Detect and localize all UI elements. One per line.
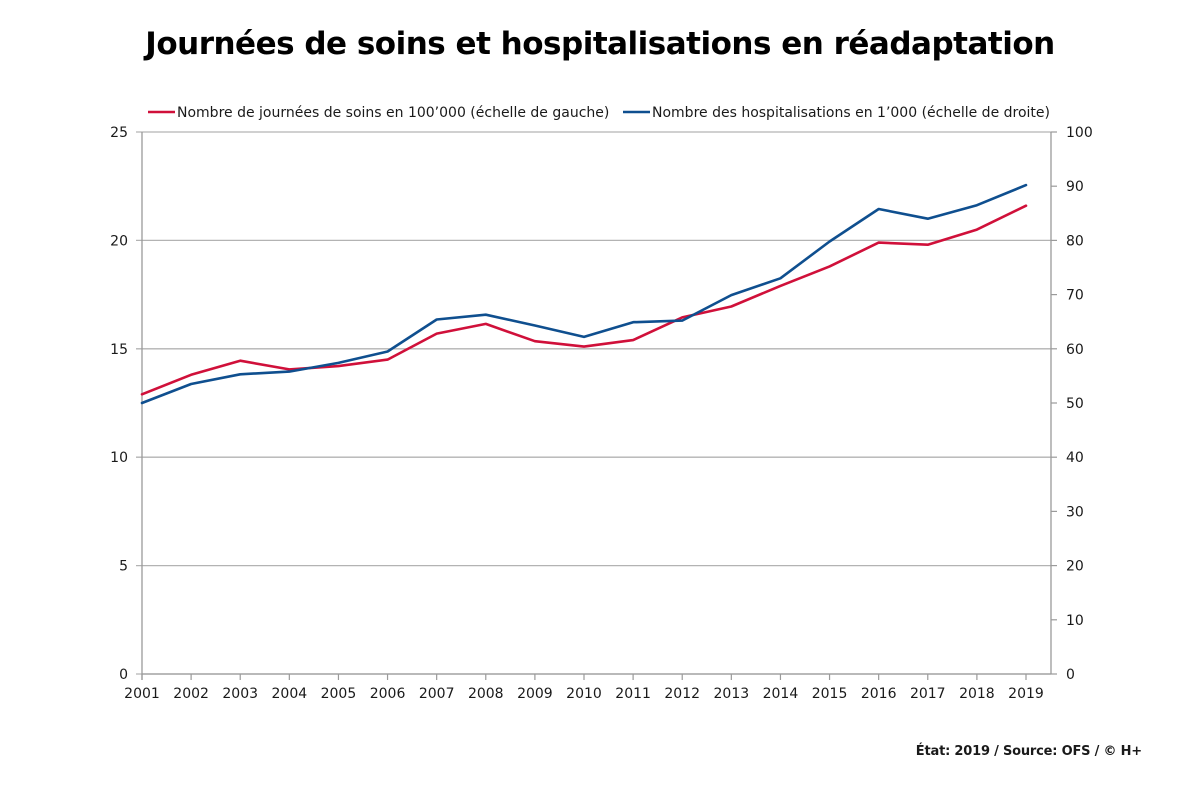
left-axis-tick-label: 20 (110, 233, 128, 249)
series-lines (140, 183, 1028, 405)
x-axis-tick-label: 2003 (222, 686, 258, 702)
left-axis-tick-label: 15 (110, 342, 128, 358)
legend: Nombre de journées de soins en 100’000 (… (148, 105, 1050, 121)
right-axis-tick-label: 100 (1066, 125, 1093, 141)
source-note: État: 2019 / Source: OFS / © H+ (915, 744, 1142, 759)
x-axis-tick-label: 2012 (664, 686, 700, 702)
x-axis-tick-label: 2002 (173, 686, 209, 702)
right-axis-tick-label: 50 (1066, 396, 1084, 412)
x-axis-ticks: 2001 2002 2003 2004 2005 2006 2007 2008 2009 2010… (124, 674, 1044, 702)
left-axis-tick-label: 5 (119, 559, 128, 575)
x-axis-tick-label: 2001 (124, 686, 160, 702)
x-axis-tick-label: 2019 (1008, 686, 1044, 702)
x-axis-tick-label: 2017 (910, 686, 946, 702)
x-axis-tick-label: 2018 (959, 686, 995, 702)
x-axis-tick-label: 2013 (714, 686, 750, 702)
right-axis-tick-label: 0 (1066, 667, 1075, 683)
right-axis-tick-label: 10 (1066, 613, 1084, 629)
right-axis-tick-label: 70 (1066, 288, 1084, 304)
x-axis-tick-label: 2015 (812, 686, 848, 702)
axes (141, 132, 1052, 680)
left-axis-tick-label: 10 (110, 450, 128, 466)
x-axis-tick-label: 2006 (370, 686, 406, 702)
x-axis-tick-label: 2004 (272, 686, 308, 702)
left-axis-tick-label: 25 (110, 125, 128, 141)
right-axis-tick-label: 90 (1066, 179, 1084, 195)
right-axis-tick-label: 40 (1066, 450, 1084, 466)
right-axis-ticks: 0 10 20 30 40 50 60 70 80 90 100 (1051, 125, 1093, 683)
x-axis-tick-label: 2016 (861, 686, 897, 702)
series-line-hospitalisations (140, 183, 1028, 405)
chart-title: Journées de soins et hospitalisations en… (145, 26, 1055, 62)
legend-label: Nombre de journées de soins en 100’000 (… (177, 105, 609, 121)
left-axis-tick-label: 0 (119, 667, 128, 683)
left-axis-ticks: 0 5 10 15 20 25 (110, 125, 128, 683)
x-axis-tick-label: 2014 (763, 686, 799, 702)
right-axis-tick-label: 20 (1066, 559, 1084, 575)
x-axis-tick-label: 2011 (615, 686, 651, 702)
x-axis-tick-label: 2008 (468, 686, 504, 702)
right-axis-tick-label: 60 (1066, 342, 1084, 358)
right-axis-tick-label: 80 (1066, 233, 1084, 249)
series-line-care-days (140, 204, 1028, 396)
x-axis-tick-label: 2009 (517, 686, 553, 702)
x-axis-tick-label: 2005 (321, 686, 357, 702)
right-axis-tick-label: 30 (1066, 504, 1084, 520)
gridlines (136, 131, 1051, 675)
x-axis-tick-label: 2007 (419, 686, 455, 702)
x-axis-tick-label: 2010 (566, 686, 602, 702)
legend-label: Nombre des hospitalisations en 1’000 (éc… (652, 105, 1050, 121)
